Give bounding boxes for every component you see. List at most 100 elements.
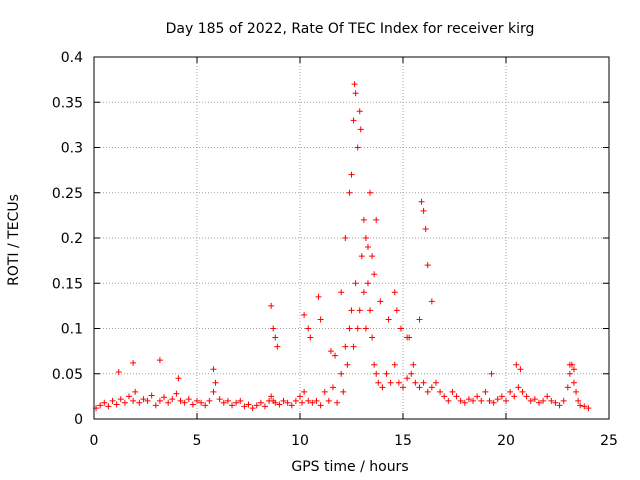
data-point <box>284 399 291 406</box>
data-point <box>494 396 501 403</box>
data-point <box>523 393 530 400</box>
data-point <box>395 379 402 386</box>
data-point <box>470 397 477 404</box>
data-point <box>268 302 275 309</box>
data-point <box>198 399 205 406</box>
data-point <box>348 171 355 178</box>
data-point <box>206 397 213 404</box>
data-point <box>307 334 314 341</box>
data-point <box>432 379 439 386</box>
data-point <box>274 343 281 350</box>
data-point <box>420 379 427 386</box>
data-point <box>367 189 374 196</box>
data-point <box>503 397 509 404</box>
data-point <box>348 307 355 314</box>
data-point <box>441 393 448 400</box>
data-point <box>216 396 223 403</box>
data-point <box>189 401 196 408</box>
data-point <box>437 388 444 395</box>
data-point <box>379 384 386 391</box>
data-point <box>272 334 279 341</box>
data-point <box>377 298 384 305</box>
data-point <box>136 399 143 406</box>
y-tick-label: 0.05 <box>52 367 83 383</box>
data-point <box>332 352 339 359</box>
data-point <box>424 388 431 395</box>
data-point <box>346 189 353 196</box>
data-point <box>175 375 182 382</box>
data-point <box>552 399 559 406</box>
y-tick-label: 0.15 <box>52 276 83 292</box>
data-point <box>385 316 392 323</box>
data-point <box>357 126 364 133</box>
data-point <box>342 235 349 241</box>
data-point <box>531 396 538 403</box>
data-point <box>173 390 180 397</box>
data-point <box>367 307 374 314</box>
data-point <box>383 370 390 377</box>
data-point <box>272 399 279 406</box>
data-point <box>397 325 404 332</box>
grid-lines <box>94 57 609 419</box>
data-point <box>457 397 464 404</box>
data-point <box>338 289 345 296</box>
data-point <box>117 396 124 403</box>
data-point <box>488 370 495 377</box>
data-point <box>564 384 571 391</box>
data-point <box>276 401 283 408</box>
data-point <box>369 253 376 260</box>
data-point <box>498 393 505 400</box>
data-point <box>101 399 108 406</box>
data-point <box>371 361 378 368</box>
data-point <box>474 393 481 400</box>
data-point <box>373 370 380 377</box>
data-point <box>391 289 398 296</box>
data-point <box>581 403 588 410</box>
data-point <box>327 348 334 355</box>
data-point <box>177 397 184 404</box>
data-point <box>406 334 413 341</box>
data-point <box>400 384 406 391</box>
data-point <box>144 397 151 404</box>
data-point <box>132 388 139 395</box>
y-tick-label: 0.2 <box>61 231 83 247</box>
data-point <box>362 235 369 241</box>
data-point <box>130 359 137 366</box>
data-point <box>544 393 551 400</box>
data-point <box>169 396 176 403</box>
data-point <box>416 316 423 323</box>
data-point <box>570 379 577 386</box>
data-point <box>309 399 316 406</box>
data-point <box>181 399 188 406</box>
data-point <box>369 334 376 341</box>
data-point <box>445 397 452 404</box>
data-point <box>317 402 324 409</box>
data-point <box>121 399 128 406</box>
data-point <box>280 397 287 404</box>
data-point <box>507 388 514 395</box>
x-tick-label: 20 <box>497 433 515 449</box>
data-point <box>301 311 308 318</box>
data-point <box>297 393 303 400</box>
data-point <box>410 361 417 368</box>
data-point <box>420 207 427 214</box>
x-axis-label: GPS time / hours <box>291 459 408 475</box>
data-point <box>212 379 219 386</box>
data-point <box>350 117 357 124</box>
y-tick-label: 0.25 <box>52 186 83 202</box>
data-point <box>233 399 240 406</box>
tick-labels: 0 0.05 0.1 0.15 0.2 0.25 0.3 0.35 0.4 0 5 10 15 20 25 <box>52 50 618 449</box>
data-point <box>315 293 322 300</box>
data-point <box>321 388 328 395</box>
data-point <box>428 384 435 391</box>
data-point <box>560 397 567 404</box>
plot-frame <box>93 56 610 420</box>
x-tick-label: 0 <box>90 433 99 449</box>
data-point <box>535 399 542 406</box>
data-point <box>478 397 485 404</box>
y-tick-label: 0 <box>74 412 83 428</box>
data-point <box>515 384 522 391</box>
data-point <box>449 388 456 395</box>
data-point <box>566 370 573 377</box>
